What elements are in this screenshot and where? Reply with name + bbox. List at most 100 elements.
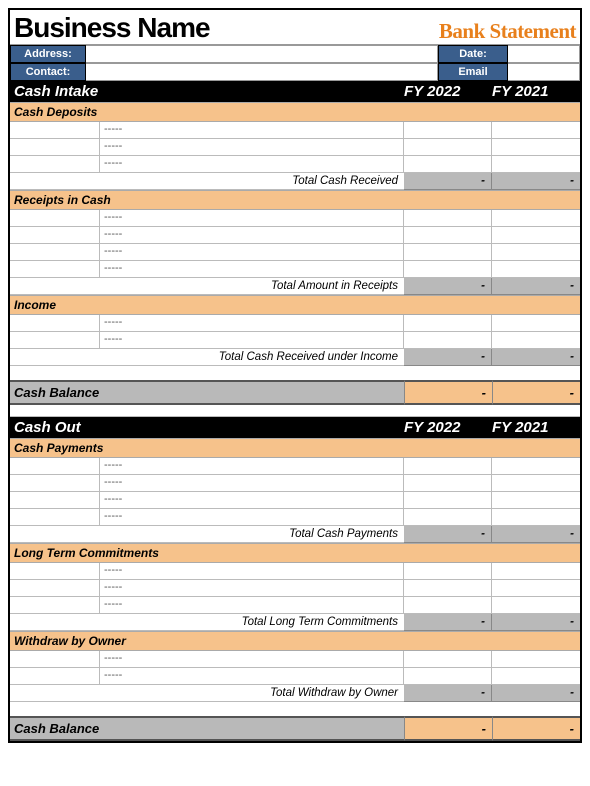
info-grid: Address: Date: Contact: Email [10, 44, 580, 81]
data-row: ----- [10, 156, 580, 173]
total-payments-label: Total Cash Payments [10, 526, 404, 543]
income-header: Income [10, 295, 580, 315]
total-withdraw-cur: - [404, 685, 492, 702]
total-income-pri: - [492, 349, 580, 366]
date-value[interactable] [508, 45, 580, 63]
intake-balance-pri: - [492, 380, 580, 405]
out-balance-row: Cash Balance - - [10, 716, 580, 741]
out-balance-label: Cash Balance [10, 716, 404, 741]
commitments-rows: --------------- [10, 563, 580, 614]
payments-rows: -------------------- [10, 458, 580, 526]
receipts-total: Total Amount in Receipts - - [10, 278, 580, 295]
intake-balance-cur: - [404, 380, 492, 405]
row-placeholder[interactable]: ----- [100, 210, 404, 227]
row-placeholder[interactable]: ----- [100, 122, 404, 139]
out-balance-cur: - [404, 716, 492, 741]
data-row: ----- [10, 332, 580, 349]
cash-out-header: Cash Out FY 2022 FY 2021 [10, 417, 580, 438]
commitments-total: Total Long Term Commitments - - [10, 614, 580, 631]
row-placeholder[interactable]: ----- [100, 668, 404, 685]
total-cash-received-cur: - [404, 173, 492, 190]
total-payments-cur: - [404, 526, 492, 543]
row-placeholder[interactable]: ----- [100, 492, 404, 509]
commitments-header: Long Term Commitments [10, 543, 580, 563]
total-receipts-pri: - [492, 278, 580, 295]
total-payments-pri: - [492, 526, 580, 543]
row-placeholder[interactable]: ----- [100, 156, 404, 173]
data-row: ----- [10, 210, 580, 227]
row-placeholder[interactable]: ----- [100, 651, 404, 668]
data-row: ----- [10, 261, 580, 278]
row-placeholder[interactable]: ----- [100, 580, 404, 597]
total-receipts-cur: - [404, 278, 492, 295]
address-label: Address: [10, 45, 86, 63]
data-row: ----- [10, 475, 580, 492]
income-total: Total Cash Received under Income - - [10, 349, 580, 366]
date-label: Date: [438, 45, 508, 63]
contact-value[interactable] [86, 63, 438, 81]
contact-label: Contact: [10, 63, 86, 81]
row-placeholder[interactable]: ----- [100, 139, 404, 156]
total-commitments-label: Total Long Term Commitments [10, 614, 404, 631]
cash-deposits-header: Cash Deposits [10, 102, 580, 122]
row-placeholder[interactable]: ----- [100, 261, 404, 278]
total-cash-received-pri: - [492, 173, 580, 190]
row-placeholder[interactable]: ----- [100, 563, 404, 580]
row-placeholder[interactable]: ----- [100, 244, 404, 261]
row-placeholder[interactable]: ----- [100, 315, 404, 332]
total-commitments-pri: - [492, 614, 580, 631]
fy-current-col: FY 2022 [400, 83, 488, 100]
cash-out-title: Cash Out [14, 419, 400, 436]
row-placeholder[interactable]: ----- [100, 458, 404, 475]
data-row: ----- [10, 227, 580, 244]
payments-total: Total Cash Payments - - [10, 526, 580, 543]
cash-intake-title: Cash Intake [14, 83, 400, 100]
receipts-header: Receipts in Cash [10, 190, 580, 210]
withdraw-rows: ---------- [10, 651, 580, 685]
bank-statement-title: Bank Statement [439, 19, 576, 44]
fy-prior-col-out: FY 2021 [488, 419, 576, 436]
cash-payments-header: Cash Payments [10, 438, 580, 458]
data-row: ----- [10, 139, 580, 156]
data-row: ----- [10, 563, 580, 580]
receipts-rows: -------------------- [10, 210, 580, 278]
fy-current-col-out: FY 2022 [400, 419, 488, 436]
data-row: ----- [10, 651, 580, 668]
total-commitments-cur: - [404, 614, 492, 631]
intake-balance-row: Cash Balance - - [10, 380, 580, 405]
row-placeholder[interactable]: ----- [100, 332, 404, 349]
data-row: ----- [10, 509, 580, 526]
cash-intake-header: Cash Intake FY 2022 FY 2021 [10, 81, 580, 102]
data-row: ----- [10, 244, 580, 261]
data-row: ----- [10, 122, 580, 139]
total-withdraw-pri: - [492, 685, 580, 702]
data-row: ----- [10, 580, 580, 597]
data-row: ----- [10, 668, 580, 685]
title-row: Business Name Bank Statement [10, 10, 580, 44]
email-value[interactable] [508, 63, 580, 81]
income-rows: ---------- [10, 315, 580, 349]
email-label: Email [438, 63, 508, 81]
withdraw-header: Withdraw by Owner [10, 631, 580, 651]
total-withdraw-label: Total Withdraw by Owner [10, 685, 404, 702]
withdraw-total: Total Withdraw by Owner - - [10, 685, 580, 702]
out-balance-pri: - [492, 716, 580, 741]
data-row: ----- [10, 458, 580, 475]
business-name: Business Name [14, 12, 439, 44]
fy-prior-col: FY 2021 [488, 83, 576, 100]
cash-deposits-rows: --------------- [10, 122, 580, 173]
address-value[interactable] [86, 45, 438, 63]
total-receipts-label: Total Amount in Receipts [10, 278, 404, 295]
data-row: ----- [10, 315, 580, 332]
intake-balance-label: Cash Balance [10, 380, 404, 405]
row-placeholder[interactable]: ----- [100, 227, 404, 244]
total-income-label: Total Cash Received under Income [10, 349, 404, 366]
total-income-cur: - [404, 349, 492, 366]
data-row: ----- [10, 597, 580, 614]
data-row: ----- [10, 492, 580, 509]
statement-sheet: Business Name Bank Statement Address: Da… [8, 8, 582, 743]
row-placeholder[interactable]: ----- [100, 597, 404, 614]
row-placeholder[interactable]: ----- [100, 475, 404, 492]
total-cash-received-label: Total Cash Received [10, 173, 404, 190]
row-placeholder[interactable]: ----- [100, 509, 404, 526]
